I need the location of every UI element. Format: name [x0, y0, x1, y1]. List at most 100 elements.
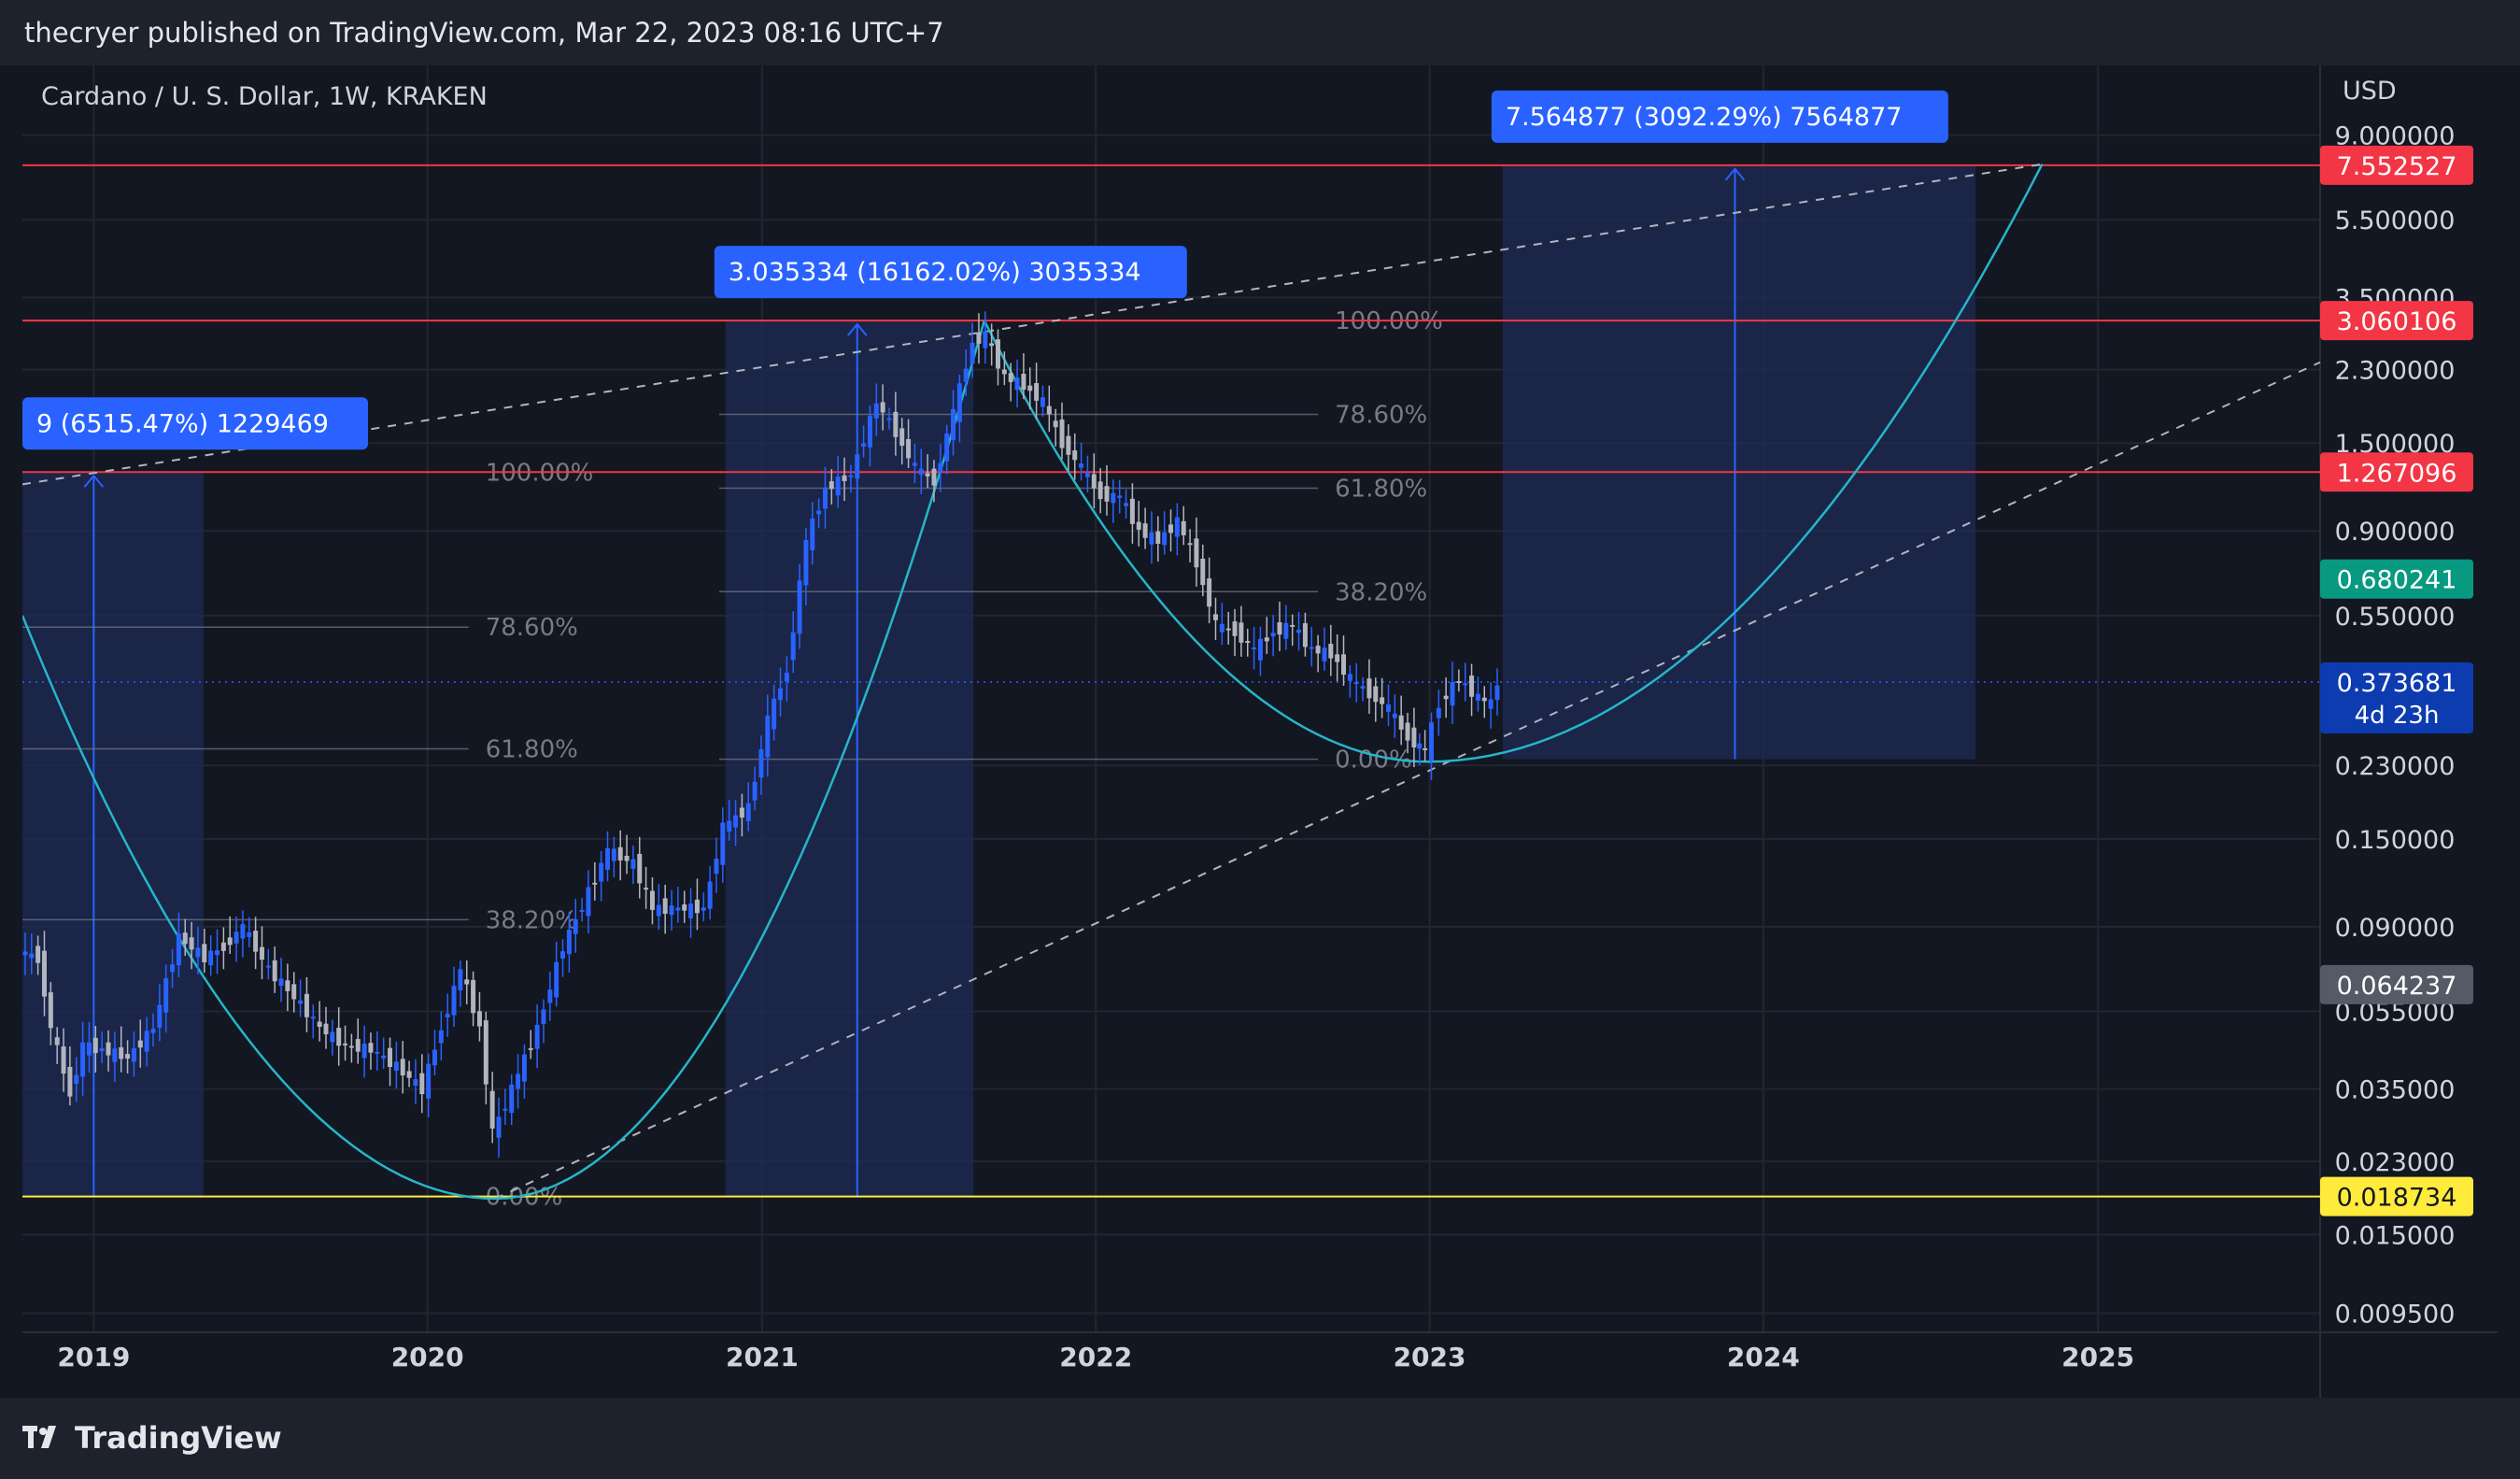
candle-body	[630, 859, 636, 869]
candle-body	[1097, 481, 1103, 500]
candle-body	[1008, 373, 1013, 382]
candle-body	[842, 475, 847, 481]
projection-label: 3.035334 (16162.02%) 3035334	[729, 258, 1141, 287]
candle-body	[983, 331, 988, 348]
price-tag-box	[2320, 964, 2473, 1004]
candle-body	[413, 1079, 418, 1087]
candle-body	[176, 933, 181, 966]
candle-body	[707, 881, 713, 909]
candle-body	[1111, 492, 1116, 504]
candle-body	[1155, 531, 1161, 545]
candle-body	[1277, 622, 1282, 635]
candle-body	[662, 898, 668, 914]
candle-body	[701, 907, 706, 911]
candle-body	[137, 1040, 143, 1048]
candle-body	[611, 848, 616, 861]
chart-area[interactable]	[22, 65, 2498, 1398]
candle-body	[925, 473, 930, 476]
candle-body	[803, 539, 809, 586]
candle-body	[1232, 621, 1238, 636]
candle-body	[406, 1071, 412, 1078]
candle-body	[285, 980, 290, 991]
candle-body	[1270, 633, 1276, 637]
candle-body	[1034, 383, 1040, 401]
candle-body	[272, 960, 277, 982]
candle-body	[790, 632, 796, 661]
candle-body	[989, 343, 995, 347]
candle-body	[253, 931, 259, 952]
candle-body	[938, 462, 943, 473]
candle-body	[669, 905, 674, 916]
candle-body	[1181, 520, 1186, 535]
candle-body	[1428, 722, 1434, 761]
candle-body	[714, 859, 719, 875]
candle-body	[1053, 420, 1058, 428]
price-tag-value: 7.552527	[2337, 152, 2457, 181]
candle-body	[1239, 622, 1244, 643]
candle-body	[816, 510, 822, 515]
candle-body	[1475, 693, 1480, 701]
candle-body	[1021, 373, 1026, 391]
projection-box	[725, 320, 974, 1197]
trendline	[494, 361, 2321, 1200]
candle-body	[1290, 624, 1295, 627]
fib-level-label: 61.80%	[486, 735, 578, 763]
candle-body	[893, 411, 899, 437]
candle-body	[694, 899, 700, 914]
candle-body	[566, 930, 572, 955]
candle-body	[259, 946, 264, 960]
tradingview-icon	[22, 1426, 56, 1448]
y-axis-unit[interactable]: USD	[2343, 77, 2397, 106]
candle-body	[298, 1000, 304, 1004]
candle-body	[963, 368, 969, 382]
y-tick-label: 0.900000	[2335, 518, 2456, 547]
candle-body	[1456, 681, 1462, 684]
projection-label: 9 (6515.47%) 1229469	[36, 409, 329, 438]
candle-body	[970, 342, 975, 364]
candle-body	[1212, 614, 1218, 620]
y-tick-label: 0.550000	[2335, 603, 2456, 632]
candle-body	[1398, 715, 1404, 730]
candle-body	[1207, 578, 1212, 607]
candle-body	[458, 969, 463, 991]
projection-arrowhead	[1724, 167, 1746, 181]
price-tag-box	[2320, 301, 2473, 341]
candle-body	[772, 698, 777, 730]
cycle-arc	[983, 164, 2044, 763]
candle-body	[1066, 435, 1071, 455]
candle-body	[1091, 474, 1097, 489]
candle-body	[1142, 523, 1148, 538]
candle-body	[1059, 420, 1065, 448]
y-tick-label: 0.150000	[2335, 826, 2456, 855]
tradingview-logo[interactable]: TradingView	[22, 1420, 282, 1456]
y-tick-label: 5.500000	[2335, 206, 2456, 235]
candle-body	[554, 961, 559, 998]
x-tick-label: 2020	[391, 1342, 464, 1372]
candle-body	[426, 1063, 432, 1099]
candle-body	[247, 931, 252, 937]
symbol-title[interactable]: Cardano / U. S. Dollar, 1W, KRAKEN	[41, 82, 488, 111]
candle-body	[624, 855, 630, 861]
x-tick-label: 2025	[2061, 1342, 2134, 1372]
candle-body	[1335, 654, 1340, 662]
candle-body	[496, 1116, 502, 1138]
candle-body	[234, 931, 239, 944]
candle-body	[1366, 678, 1372, 699]
candle-body	[1194, 538, 1199, 568]
candle-body	[784, 673, 789, 682]
candle-body	[41, 950, 47, 997]
candle-body	[99, 1048, 105, 1052]
price-chart[interactable]: 2019 2020 2021 2022 2023 2024 20259.0000005.50…	[22, 65, 2498, 1398]
price-tag-box	[2320, 661, 2473, 733]
y-tick-label: 0.009500	[2335, 1301, 2456, 1330]
candle-body	[317, 1021, 322, 1028]
candle-body	[1200, 558, 1206, 586]
candle-body	[144, 1031, 149, 1052]
candle-body	[1136, 521, 1141, 530]
y-tick-label: 0.015000	[2335, 1222, 2456, 1251]
candle-body	[432, 1049, 437, 1066]
candle-body	[1168, 524, 1174, 533]
candle-body	[381, 1055, 387, 1059]
candle-body	[54, 1037, 60, 1045]
price-tag-value: 3.060106	[2337, 307, 2457, 336]
